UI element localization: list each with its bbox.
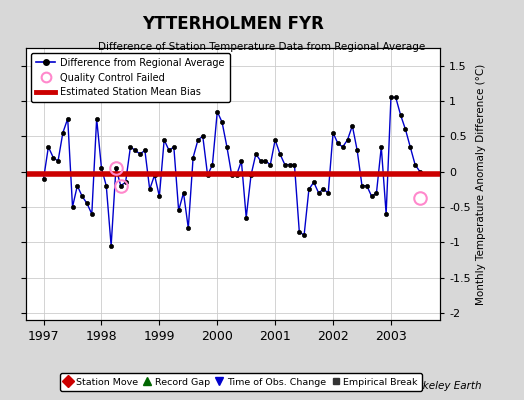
Title: YTTERHOLMEN FYR: YTTERHOLMEN FYR	[142, 14, 324, 32]
Legend: Station Move, Record Gap, Time of Obs. Change, Empirical Break: Station Move, Record Gap, Time of Obs. C…	[60, 373, 422, 391]
Text: Berkeley Earth: Berkeley Earth	[406, 381, 482, 391]
Legend: Difference from Regional Average, Quality Control Failed, Estimated Station Mean: Difference from Regional Average, Qualit…	[31, 53, 230, 102]
Text: Difference of Station Temperature Data from Regional Average: Difference of Station Temperature Data f…	[99, 42, 425, 52]
Y-axis label: Monthly Temperature Anomaly Difference (°C): Monthly Temperature Anomaly Difference (…	[476, 63, 486, 305]
